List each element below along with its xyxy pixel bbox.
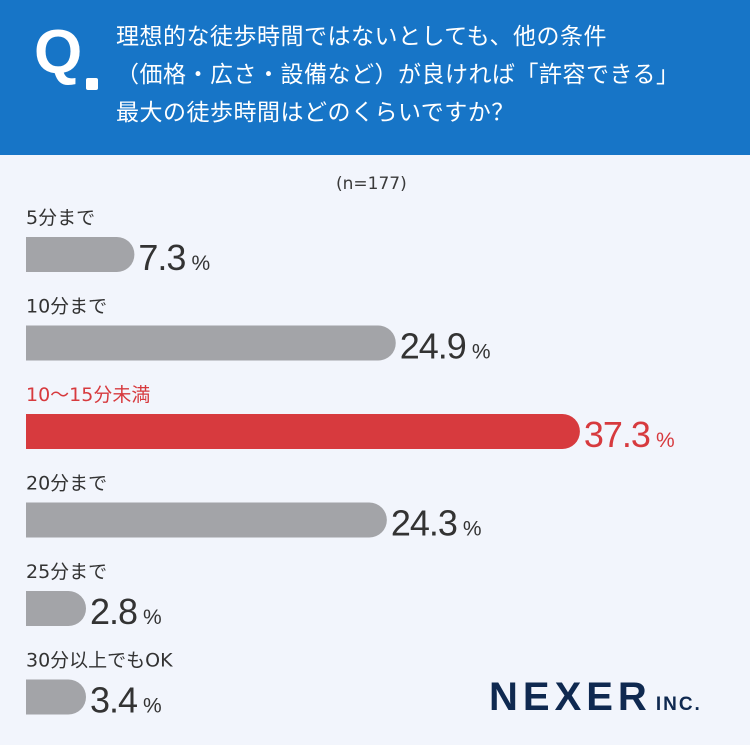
- bar: [26, 414, 580, 449]
- bar-left-edge: [26, 325, 61, 361]
- question-mark-label: Q: [34, 18, 83, 87]
- bar-left-edge: [26, 591, 61, 626]
- value-unit: %: [191, 252, 210, 275]
- category-label: 25分まで: [26, 561, 107, 583]
- logo-name: NEXER: [489, 675, 652, 719]
- question-line-1: 理想的な徒歩時間ではないとしても、他の条件: [116, 24, 607, 50]
- bar-left-edge: [26, 237, 61, 272]
- value-label: 24.3: [391, 503, 457, 544]
- question-line-3: 最大の徒歩時間はどのくらいですか？: [116, 100, 515, 126]
- bar-left-edge: [26, 414, 61, 449]
- category-label: 10分まで: [26, 296, 107, 318]
- value-unit: %: [143, 606, 162, 629]
- value-unit: %: [143, 695, 162, 718]
- value-unit: %: [472, 341, 491, 364]
- question-mark-dot: [86, 78, 98, 90]
- sample-size-note: (n=177): [336, 174, 407, 194]
- question-header: Q 理想的な徒歩時間ではないとしても、他の条件 （価格・広さ・設備など）が良けれ…: [0, 0, 750, 155]
- bar: [26, 325, 396, 361]
- value-label: 2.8: [90, 591, 137, 632]
- question-text: 理想的な徒歩時間ではないとしても、他の条件 （価格・広さ・設備など）が良ければ「…: [116, 18, 736, 132]
- bar-left-edge: [26, 679, 61, 715]
- bar: [26, 502, 387, 538]
- category-label: 5分まで: [26, 207, 95, 229]
- question-line-2: （価格・広さ・設備など）が良ければ「許容できる」: [116, 62, 680, 88]
- category-label: 10〜15分未満: [26, 384, 150, 406]
- category-label: 20分まで: [26, 473, 107, 495]
- logo-suffix: INC.: [655, 694, 702, 715]
- bar-left-edge: [26, 502, 61, 538]
- nexer-logo: NEXER INC.: [489, 675, 702, 720]
- value-label: 3.4: [90, 680, 137, 721]
- value-unit: %: [463, 518, 482, 541]
- value-unit: %: [656, 429, 675, 452]
- value-label: 24.9: [400, 326, 466, 367]
- value-label: 7.3: [138, 237, 185, 278]
- category-label: 30分以上でもOK: [26, 650, 173, 672]
- value-label: 37.3: [584, 414, 650, 455]
